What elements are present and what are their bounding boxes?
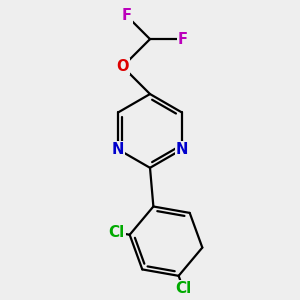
Text: N: N [176,142,188,157]
Text: F: F [178,32,188,46]
Text: N: N [112,142,124,157]
Text: Cl: Cl [108,225,124,240]
Text: O: O [116,59,129,74]
Text: Cl: Cl [175,281,191,296]
Text: F: F [122,8,132,23]
